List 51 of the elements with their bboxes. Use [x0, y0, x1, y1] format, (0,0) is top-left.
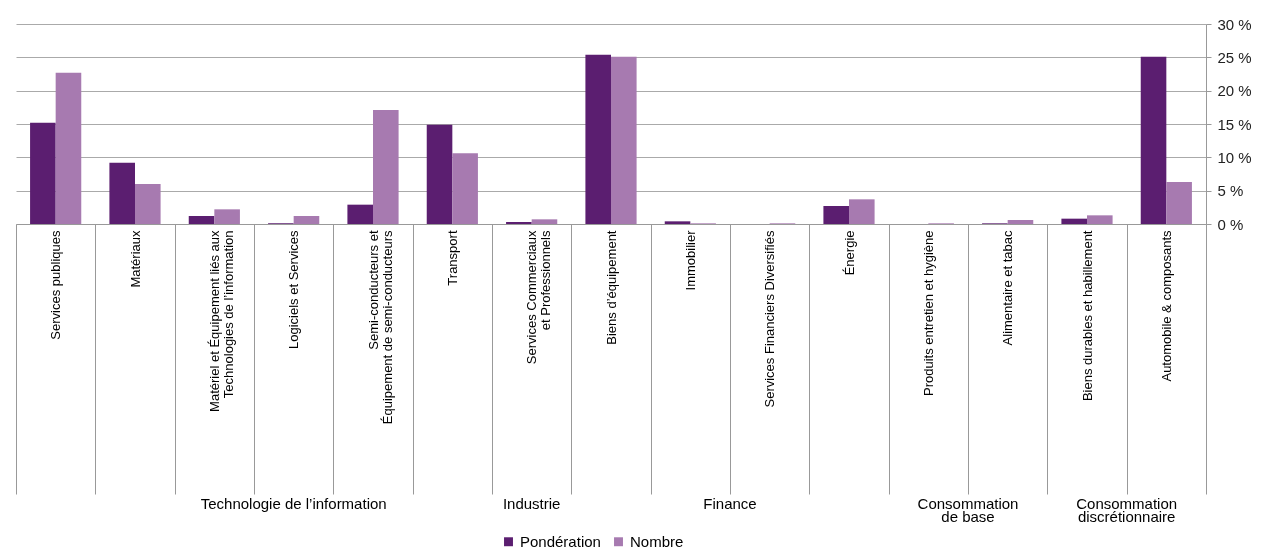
y-tick-label: 15 %: [1217, 115, 1252, 133]
bar: [611, 56, 637, 224]
y-tick-label: 10 %: [1217, 148, 1252, 166]
bar: [1140, 56, 1167, 224]
y-tick-label: 0 %: [1217, 215, 1244, 233]
bar: [373, 110, 399, 224]
bar: [30, 122, 56, 224]
text: Consommation de base: [917, 495, 1019, 525]
x-tick-label: Matériaux: [127, 230, 143, 288]
bar: [664, 221, 691, 224]
bar: [1166, 182, 1192, 224]
y-tick-label: 25 %: [1217, 48, 1252, 66]
bar: [109, 162, 135, 224]
x-tick-label: Automobile & composants: [1158, 230, 1174, 382]
x-tick-label: Biens d’équipement: [603, 230, 619, 345]
x-tick-label: Biens durables et habillement: [1079, 230, 1095, 402]
text: Consommation discrétionnaire: [1076, 495, 1178, 525]
x-tick-label: Services publiques: [48, 230, 64, 340]
x-tick-label: Matériel et Équipement liés aux Technologies de l’information: [206, 230, 236, 412]
bar: [452, 153, 478, 224]
y-tick-label: 5 %: [1217, 182, 1244, 200]
y-tick-label: 30 %: [1217, 15, 1252, 33]
x-tick-label: Produits entretien et hygiène: [920, 230, 936, 396]
x-tick-label: Transport: [444, 230, 460, 286]
legend-label: Pondération: [520, 532, 601, 550]
x-tick-label: Logiciels et Services: [286, 230, 302, 349]
legend-label: Nombre: [630, 532, 684, 550]
bar: [293, 216, 320, 224]
x-tick-label: Services Financiers Diversifiés: [762, 230, 778, 408]
x-tick-label: Immobilier: [682, 229, 698, 291]
bar: [1061, 218, 1087, 224]
bar: [426, 124, 453, 224]
x-tick-label: Services Commerciaux et Professionnels: [524, 230, 554, 365]
bar: [135, 184, 161, 224]
bar: [585, 54, 611, 224]
bar: [55, 72, 82, 224]
x-tick-label: Énergie: [841, 230, 857, 276]
bar: [823, 206, 849, 224]
text: Industrie: [502, 495, 561, 512]
bar: [214, 209, 240, 224]
y-tick-label: 20 %: [1217, 82, 1252, 100]
bar: [531, 219, 558, 224]
bar: [347, 204, 373, 224]
bar: [849, 199, 875, 224]
bar: [1087, 215, 1113, 224]
text: Finance: [703, 495, 757, 512]
bar: [1007, 220, 1034, 224]
x-tick-label: Alimentaire et tabac: [1000, 230, 1016, 346]
text: Technologie de l’information: [200, 495, 387, 512]
x-tick-label: Semi-conducteurs et Équipement de semi-conducteurs: [365, 230, 395, 425]
bar: [188, 216, 215, 224]
